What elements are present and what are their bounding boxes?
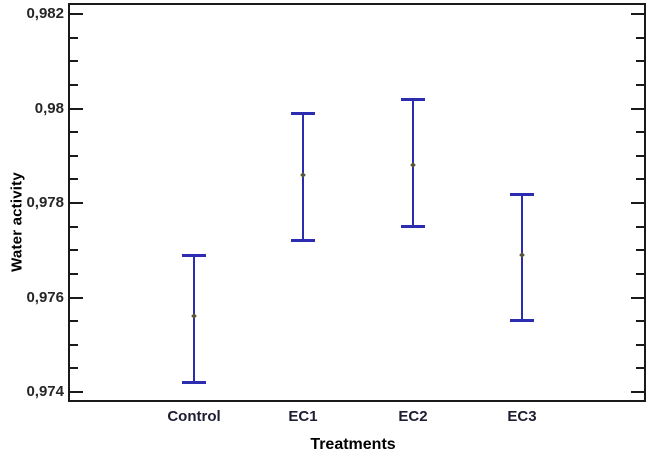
y-minor-tick-left (70, 320, 78, 322)
error-bar-lower-cap-ec1 (291, 239, 315, 242)
y-tick-label: 0,976 (26, 289, 64, 306)
y-axis-title: Water activity (8, 172, 26, 272)
y-minor-tick-left (70, 344, 78, 346)
error-bar-lower-cap-ec3 (510, 319, 534, 322)
y-tick-label: 0,974 (26, 383, 64, 400)
x-axis-title: Treatments (310, 436, 396, 453)
y-tick-label: 0,982 (26, 5, 64, 22)
x-category-label-control: Control (167, 408, 221, 425)
y-minor-tick-right (636, 131, 644, 133)
y-minor-tick-right (636, 178, 644, 180)
y-major-tick-right (631, 108, 644, 110)
y-minor-tick-right (636, 344, 644, 346)
y-minor-tick-left (70, 367, 78, 369)
y-major-tick-left (70, 108, 83, 110)
y-minor-tick-right (636, 320, 644, 322)
y-minor-tick-left (70, 37, 78, 39)
y-minor-tick-right (636, 226, 644, 228)
x-category-label-ec1: EC1 (288, 408, 318, 425)
y-minor-tick-right (636, 37, 644, 39)
y-major-tick-left (70, 391, 83, 393)
y-minor-tick-right (636, 155, 644, 157)
y-minor-tick-right (636, 84, 644, 86)
x-category-label-ec2: EC2 (398, 408, 428, 425)
error-bar-lower-cap-ec2 (401, 225, 425, 228)
error-bar-upper-cap-ec1 (291, 112, 315, 115)
y-minor-tick-right (636, 60, 644, 62)
y-minor-tick-left (70, 131, 78, 133)
plot-frame (68, 3, 646, 402)
x-category-label-ec3: EC3 (507, 408, 537, 425)
y-minor-tick-left (70, 84, 78, 86)
error-bar-upper-cap-ec3 (510, 193, 534, 196)
y-tick-label: 0,98 (34, 100, 64, 117)
y-minor-tick-left (70, 155, 78, 157)
error-bar-upper-cap-control (182, 254, 206, 257)
y-major-tick-left (70, 297, 83, 299)
y-major-tick-left (70, 13, 83, 15)
y-minor-tick-left (70, 226, 78, 228)
y-minor-tick-left (70, 178, 78, 180)
y-major-tick-right (631, 13, 644, 15)
y-minor-tick-right (636, 273, 644, 275)
y-tick-label: 0,978 (26, 194, 64, 211)
error-bar-lower-cap-control (182, 381, 206, 384)
y-minor-tick-right (636, 367, 644, 369)
y-major-tick-right (631, 297, 644, 299)
error-bar-upper-cap-ec2 (401, 98, 425, 101)
y-minor-tick-left (70, 273, 78, 275)
y-major-tick-right (631, 202, 644, 204)
error-bar-stem-control (193, 255, 195, 383)
y-minor-tick-left (70, 249, 78, 251)
y-major-tick-left (70, 202, 83, 204)
y-minor-tick-right (636, 249, 644, 251)
y-major-tick-right (631, 391, 644, 393)
y-minor-tick-left (70, 60, 78, 62)
